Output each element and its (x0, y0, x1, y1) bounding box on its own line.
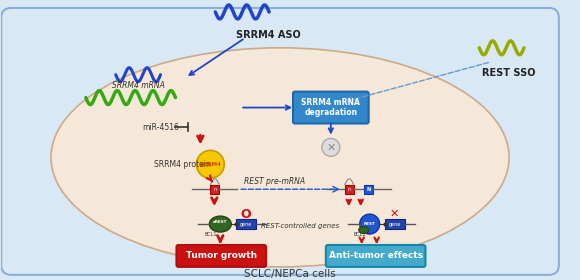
Text: REST: REST (364, 222, 375, 226)
Text: SRRM4 mRNA
degradation: SRRM4 mRNA degradation (302, 98, 360, 117)
Ellipse shape (51, 48, 509, 267)
Text: SRRM4: SRRM4 (200, 162, 221, 167)
Ellipse shape (209, 216, 231, 232)
Text: aREST: aREST (213, 220, 227, 224)
Text: gene: gene (240, 221, 252, 227)
Text: O: O (241, 207, 252, 221)
Text: gene: gene (389, 221, 401, 227)
Text: BCL1: BCL1 (204, 232, 216, 237)
Bar (236, 219, 256, 229)
Text: n: n (347, 187, 351, 192)
Text: REST-controlled genes: REST-controlled genes (261, 223, 339, 229)
Bar (211, 185, 219, 194)
Text: SRRM4 ASO: SRRM4 ASO (235, 30, 300, 40)
Text: REST SSO: REST SSO (483, 68, 536, 78)
Text: SRRM4 protein: SRRM4 protein (154, 160, 211, 169)
FancyBboxPatch shape (326, 245, 426, 267)
Bar (364, 185, 373, 194)
Text: SRRM4 mRNA: SRRM4 mRNA (112, 81, 165, 90)
Text: REST pre-mRNA: REST pre-mRNA (245, 177, 306, 186)
Bar (345, 185, 354, 194)
FancyBboxPatch shape (1, 8, 559, 275)
Circle shape (322, 138, 340, 156)
Text: Tumor growth: Tumor growth (186, 251, 257, 260)
Circle shape (360, 214, 380, 234)
Text: miR-4516: miR-4516 (143, 123, 179, 132)
Text: SCLC/NEPCa cells: SCLC/NEPCa cells (244, 269, 336, 279)
Text: n: n (213, 187, 216, 192)
Bar (385, 219, 404, 229)
Text: ✕: ✕ (326, 143, 335, 152)
Text: N: N (366, 187, 370, 192)
Text: BCL1: BCL1 (353, 232, 366, 237)
Text: ✕: ✕ (390, 209, 399, 219)
FancyBboxPatch shape (293, 92, 369, 123)
Circle shape (197, 150, 224, 178)
Ellipse shape (358, 227, 369, 234)
Text: Anti-tumor effects: Anti-tumor effects (329, 251, 423, 260)
FancyBboxPatch shape (176, 245, 266, 267)
